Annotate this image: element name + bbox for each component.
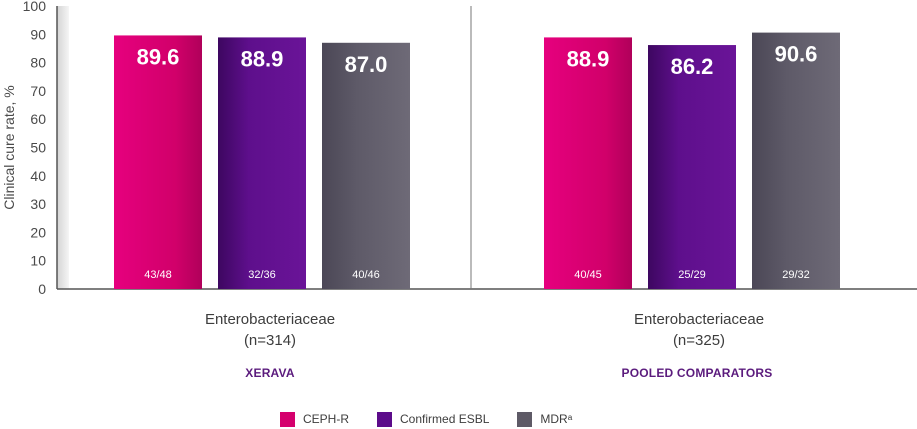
y-tick-label: 30	[30, 196, 46, 212]
group-n: (n=314)	[243, 332, 297, 349]
legend-item-ceph-r: CEPH-R	[280, 411, 350, 427]
y-tick-label: 100	[23, 0, 47, 14]
chart-legend: CEPH-R Confirmed ESBL MDRᵃ	[280, 410, 600, 428]
y-tick-label: 10	[30, 253, 46, 269]
y-tick-label: 80	[30, 55, 46, 71]
bar-fraction-label: 40/45	[574, 269, 602, 281]
bar-value-label: 89.6	[137, 44, 180, 69]
bar-fraction-label: 40/46	[352, 269, 380, 281]
bar-mdr	[752, 32, 840, 290]
legend-swatch	[517, 411, 533, 427]
group-name: Enterobacteriaceae	[204, 311, 336, 328]
bar-cephr	[544, 37, 632, 290]
y-tick-label: 50	[30, 140, 46, 156]
y-tick-label: 90	[30, 26, 46, 42]
group-sublabel-xerava: XERAVA	[245, 366, 295, 380]
y-tick-label: 60	[30, 111, 46, 127]
legend-swatch	[377, 411, 393, 427]
axis-wall	[57, 6, 69, 289]
group-name: Enterobacteriaceae	[633, 311, 765, 328]
bar-value-label: 86.2	[671, 54, 714, 79]
bar-value-label: 88.9	[567, 46, 610, 71]
y-tick-label: 20	[30, 224, 46, 240]
bar-value-label: 90.6	[775, 42, 818, 67]
bar-confirmedesbl	[648, 45, 736, 289]
legend-item-mdr: MDRᵃ	[517, 411, 573, 427]
bar-cephr	[114, 35, 202, 289]
legend-swatch	[280, 411, 295, 427]
bar-fraction-label: 25/29	[678, 269, 706, 281]
y-tick-label: 0	[38, 281, 46, 297]
legend-item-confirmed-esbl: Confirmed ESBL	[377, 411, 490, 427]
bar-confirmedesbl	[218, 37, 306, 290]
group-label-pooled: Enterobacteriaceae (n=325)	[579, 309, 819, 351]
legend-label: CEPH-R	[303, 412, 350, 426]
group-n: (n=325)	[672, 332, 726, 349]
legend-label: Confirmed ESBL	[400, 412, 490, 426]
y-tick-label: 40	[30, 168, 46, 184]
legend-label: MDRᵃ	[540, 412, 573, 426]
group-sublabel-pooled: POOLED COMPARATORS	[621, 366, 773, 380]
bar-chart: 0 10 20 30 40 50 60 70 80 90 100 Clinical cure rate…	[1, 0, 917, 297]
bar-value-label: 88.9	[241, 46, 284, 71]
bar-fraction-label: 29/32	[782, 269, 810, 281]
bar-fraction-label: 43/48	[144, 269, 172, 281]
y-axis-label: Clinical cure rate, %	[1, 85, 17, 210]
bar-mdr	[322, 42, 410, 289]
bar-fraction-label: 32/36	[248, 269, 276, 281]
group-label-xerava: Enterobacteriaceae (n=314)	[150, 309, 390, 351]
bar-value-label: 87.0	[345, 52, 388, 77]
y-tick-label: 70	[30, 83, 46, 99]
